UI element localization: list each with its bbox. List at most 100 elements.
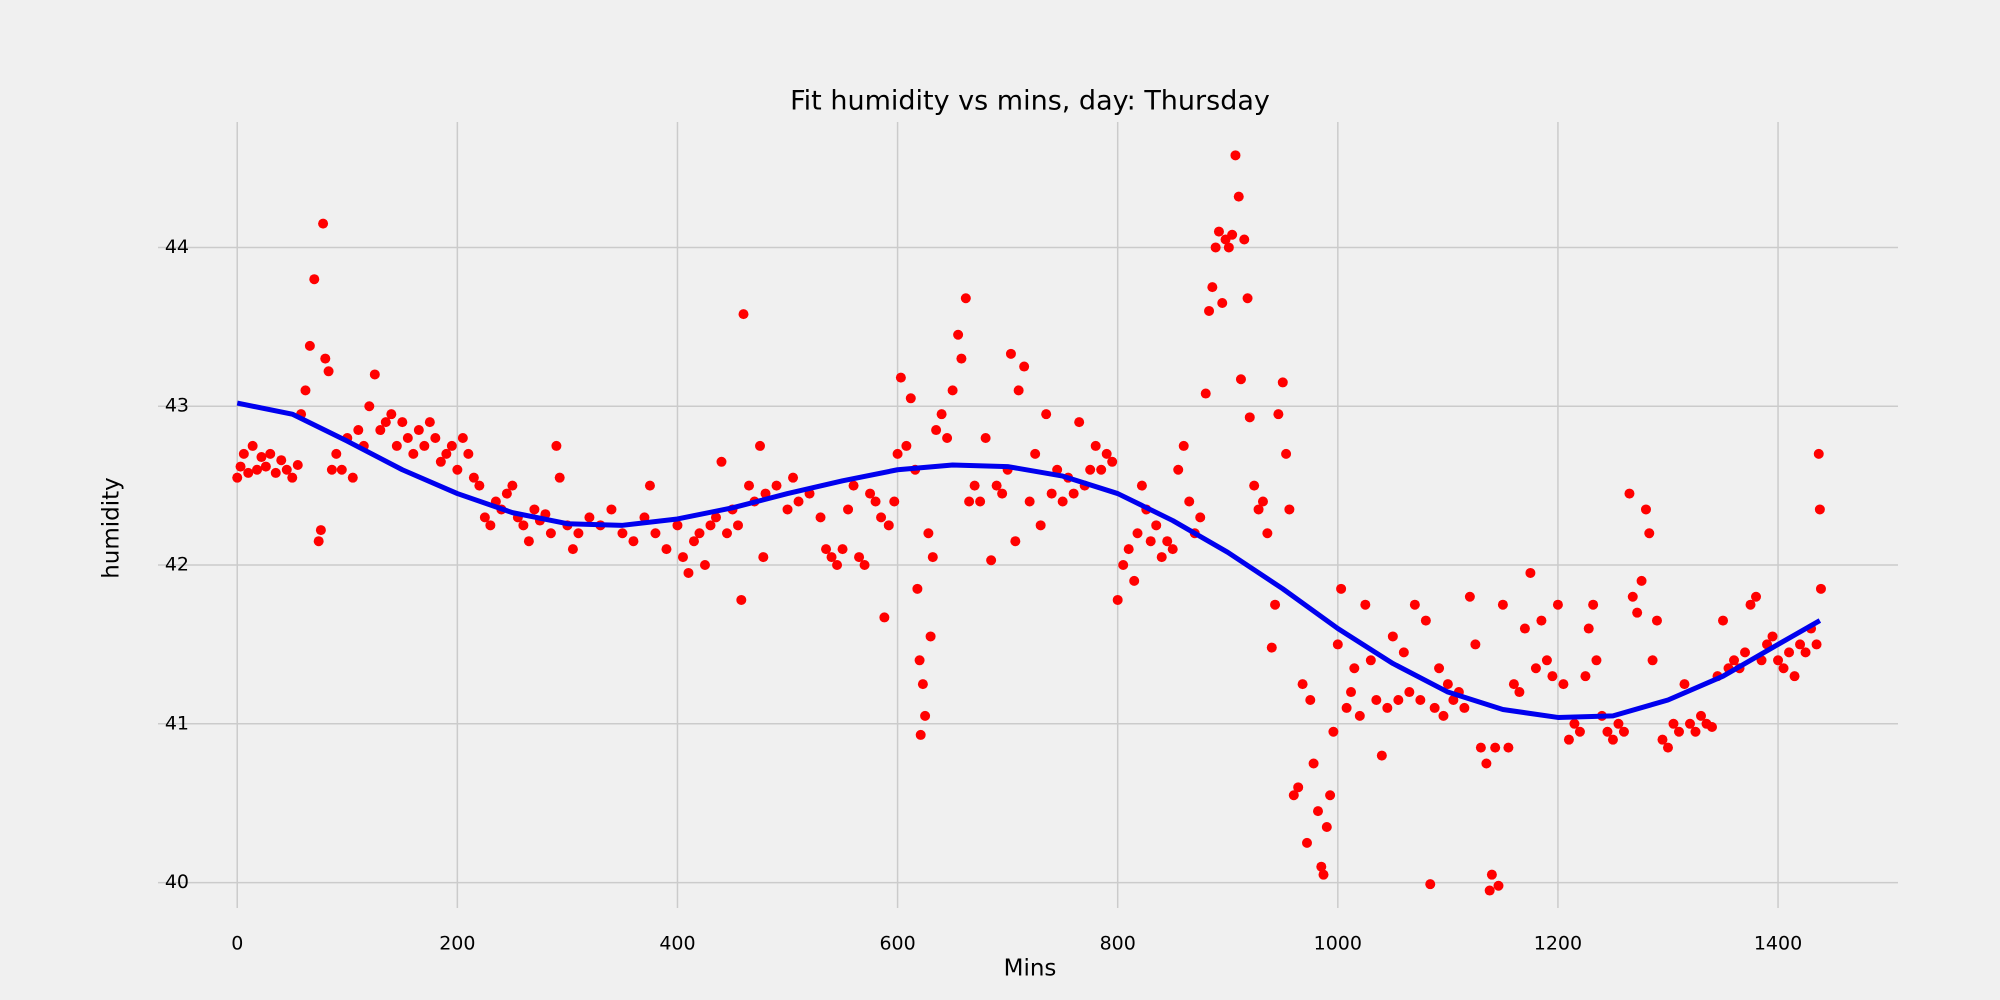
- scatter-point: [1005, 348, 1016, 359]
- scatter-point: [699, 560, 710, 571]
- y-tick-label: 41: [165, 712, 189, 734]
- scatter-point: [1767, 631, 1778, 642]
- scatter-point: [551, 440, 562, 451]
- scatter-point: [1525, 567, 1536, 578]
- scatter-point: [975, 496, 986, 507]
- scatter-point: [1490, 742, 1501, 753]
- scatter-point: [1204, 305, 1215, 316]
- scatter-point: [364, 401, 375, 412]
- scatter-point: [964, 496, 975, 507]
- scatter-point: [320, 353, 331, 364]
- scatter-point: [1690, 726, 1701, 737]
- chart-title: Fit humidity vs mins, day: Thursday: [790, 86, 1270, 117]
- scatter-point: [677, 552, 688, 563]
- scatter-point: [1536, 615, 1547, 626]
- scatter-point: [1223, 242, 1234, 253]
- scatter-point: [821, 544, 832, 555]
- scatter-point: [1695, 710, 1706, 721]
- scatter-point: [1132, 528, 1143, 539]
- scatter-point: [1580, 671, 1591, 682]
- fit-line: [236, 400, 1822, 720]
- scatter-point: [424, 417, 435, 428]
- scatter-point: [567, 544, 578, 555]
- scatter-point: [782, 504, 793, 515]
- scatter-point: [1530, 663, 1541, 674]
- scatter-point: [397, 417, 408, 428]
- scatter-point: [1336, 583, 1347, 594]
- scatter-point: [1409, 599, 1420, 610]
- scatter-point: [1354, 710, 1365, 721]
- scatter-point: [276, 455, 287, 466]
- scatter-point: [1270, 599, 1281, 610]
- scatter-point: [1442, 679, 1453, 690]
- scatter-point: [755, 440, 766, 451]
- scatter-point: [1679, 679, 1690, 690]
- scatter-point: [380, 417, 391, 428]
- scatter-point: [323, 366, 334, 377]
- scatter-point: [1305, 694, 1316, 705]
- scatter-point: [1470, 639, 1481, 650]
- scatter-point: [1484, 885, 1495, 896]
- scatter-point: [1325, 790, 1336, 801]
- scatter-point: [915, 729, 926, 740]
- scatter-point: [1346, 687, 1357, 698]
- scatter-point: [1371, 694, 1382, 705]
- scatter-point: [235, 461, 246, 472]
- scatter-point: [744, 480, 755, 491]
- scatter-point: [1249, 480, 1260, 491]
- scatter-point: [980, 432, 991, 443]
- scatter-point: [758, 552, 769, 563]
- scatter-point: [529, 504, 540, 515]
- x-tick-label: 600: [879, 933, 915, 955]
- scatter-point: [1207, 282, 1218, 293]
- scatter-point: [1173, 464, 1184, 475]
- y-axis-label: humidity: [99, 477, 125, 579]
- scatter-point: [1118, 560, 1129, 571]
- scatter-point: [1632, 607, 1643, 618]
- scatter-point: [1200, 388, 1211, 399]
- scatter-point: [1235, 374, 1246, 385]
- scatter-point: [1230, 150, 1241, 161]
- scatter-point: [1085, 464, 1096, 475]
- scatter-point: [1464, 591, 1475, 602]
- scatter-point: [1420, 615, 1431, 626]
- scatter-point: [683, 567, 694, 578]
- scatter-point: [895, 372, 906, 383]
- scatter-point: [1266, 642, 1277, 653]
- scatter-point: [848, 480, 859, 491]
- scatter-point: [832, 560, 843, 571]
- scatter-point: [1262, 528, 1273, 539]
- scatter-point: [446, 440, 457, 451]
- scatter-point: [793, 496, 804, 507]
- scatter-point: [260, 461, 271, 472]
- scatter-point: [336, 464, 347, 475]
- scatter-point: [1662, 742, 1673, 753]
- scatter-point: [441, 448, 452, 459]
- scatter-point: [1547, 671, 1558, 682]
- scatter-point: [1497, 599, 1508, 610]
- scatter-point: [1434, 663, 1445, 674]
- scatter-point: [1233, 191, 1244, 202]
- scatter-point: [1651, 615, 1662, 626]
- scatter-point: [956, 353, 967, 364]
- scatter-point: [435, 456, 446, 467]
- scatter-point: [1024, 496, 1035, 507]
- scatter-point: [1213, 226, 1224, 237]
- scatter-point: [545, 528, 556, 539]
- scatter-point: [1013, 385, 1024, 396]
- scatter-point: [1558, 679, 1569, 690]
- scatter-point: [1393, 694, 1404, 705]
- scatter-point: [1640, 504, 1651, 515]
- scatter-point: [1624, 488, 1635, 499]
- scatter-point: [710, 512, 721, 523]
- scatter-point: [501, 488, 512, 499]
- scatter-point: [1316, 861, 1327, 872]
- scatter-point: [347, 472, 358, 483]
- scatter-point: [639, 512, 650, 523]
- scatter-point: [1815, 583, 1826, 594]
- y-tick-label: 44: [165, 236, 189, 258]
- scatter-point: [468, 472, 479, 483]
- scatter-point: [518, 520, 529, 531]
- scatter-point: [1668, 718, 1679, 729]
- scatter-point: [644, 480, 655, 491]
